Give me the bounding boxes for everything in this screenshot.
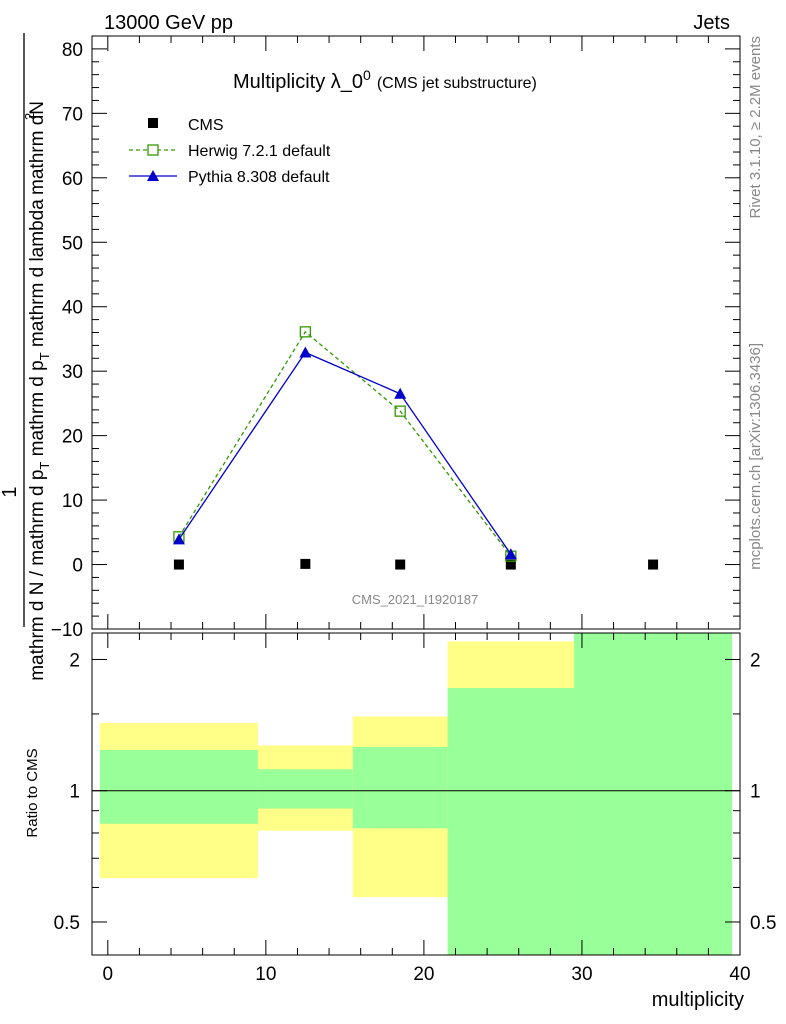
ratio-ytick-label: 1 <box>69 782 80 803</box>
analysis-watermark: CMS_2021_I1920187 <box>352 592 479 607</box>
ratio-ytick-label: 0.5 <box>54 913 80 934</box>
ratio-xtick-label: 0 <box>103 964 114 985</box>
pythia-point <box>172 533 185 545</box>
ratio-xtick-label: 20 <box>413 964 434 985</box>
header-left: 13000 GeV pp <box>104 12 233 34</box>
ratio-band-inner <box>352 746 448 829</box>
plot-title: Multiplicity λ_00 (CMS jet substructure) <box>233 67 537 93</box>
legend-herwig-label: Herwig 7.2.1 default <box>188 143 331 160</box>
legend-pythia-label: Pythia 8.308 default <box>188 169 330 186</box>
ratio-bands <box>99 633 733 955</box>
pythia-point <box>394 387 407 399</box>
ratio-band-inner <box>257 769 353 809</box>
ratio-ytick-label-right: 0.5 <box>750 913 776 934</box>
ratio-xtick-label: 10 <box>255 964 276 985</box>
legend: CMS Herwig 7.2.1 default Pythia 8.308 de… <box>129 117 331 186</box>
pythia-point <box>504 548 517 560</box>
mcplots-label: mcplots.cern.ch [arXiv:1306.3436] <box>747 343 764 570</box>
pythia-point <box>299 346 312 358</box>
cms-point <box>395 559 406 570</box>
ratio-frame <box>91 632 741 956</box>
main-ytick-label: 80 <box>62 40 83 61</box>
cms-point <box>505 559 516 570</box>
legend-cms-marker <box>148 118 158 128</box>
main-ytick-label: 50 <box>62 233 83 254</box>
ratio-band-inner <box>99 749 258 824</box>
herwig-point <box>299 326 312 338</box>
main-ytick-label: 20 <box>62 427 83 448</box>
legend-herwig-marker <box>147 144 159 156</box>
main-ylabel: 1 mathrm dN 2 mathrm d N / mathrm d pT m… <box>0 33 52 681</box>
series-line-filled-triangle <box>178 351 512 555</box>
cms-point <box>300 558 311 569</box>
ratio-axis-ticks <box>92 633 741 955</box>
main-ytick-label: 10 <box>62 491 83 512</box>
series-line-open-square <box>178 330 512 557</box>
herwig-point <box>394 405 406 417</box>
ylabel-top-sup: 2 <box>22 113 37 120</box>
cms-point <box>173 559 184 570</box>
main-series <box>172 326 659 570</box>
ylabel-bottom: mathrm d N / mathrm d pT mathrm d pT mat… <box>27 199 52 681</box>
ratio-xlabel: multiplicity <box>652 989 744 1011</box>
ratio-band-inner <box>574 633 733 955</box>
ylabel-numerator: 1 <box>0 486 21 497</box>
ratio-panel: 0.5 0.51 12 20 10 20 30 40 Ratio to CMS multipl… <box>24 632 777 1011</box>
ratio-ylabel: Ratio to CMS <box>24 748 41 837</box>
ratio-axis-tick-labels: 0.5 0.51 12 20 10 20 30 40 <box>54 650 777 985</box>
main-ytick-label: 40 <box>62 298 83 319</box>
rivet-label: Rivet 3.1.10, ≥ 2.2M events <box>747 36 764 219</box>
main-axis-ticks <box>92 36 741 630</box>
main-ytick-label: 30 <box>62 362 83 383</box>
legend-cms-label: CMS <box>188 117 224 134</box>
header-right: Jets <box>693 12 730 34</box>
main-ytick-label: 70 <box>62 104 83 125</box>
cms-point <box>648 559 659 570</box>
ratio-xtick-label: 40 <box>729 964 750 985</box>
ratio-ytick-label-right: 2 <box>750 650 761 671</box>
ratio-ytick-label-right: 1 <box>750 782 761 803</box>
main-ytick-label: 60 <box>62 169 83 190</box>
ratio-ytick-label: 2 <box>69 650 80 671</box>
ratio-band-inner <box>447 688 575 955</box>
ratio-xtick-label: 30 <box>571 964 592 985</box>
main-axis-tick-labels: −10 0 10 20 30 40 50 60 70 80 <box>51 40 83 641</box>
legend-pythia-marker <box>147 170 159 181</box>
ylabel-top: mathrm dN <box>27 101 48 195</box>
main-ytick-label: −10 <box>51 620 83 641</box>
main-panel: −10 0 10 20 30 40 50 60 70 80 Multiplicity λ_00 (C… <box>0 33 741 681</box>
main-ytick-label: 0 <box>72 556 83 577</box>
